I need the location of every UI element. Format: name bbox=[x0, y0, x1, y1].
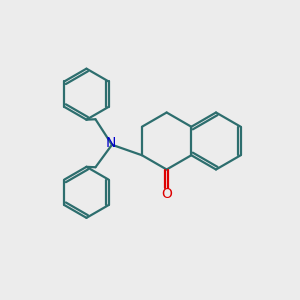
Text: N: N bbox=[105, 136, 116, 150]
Text: O: O bbox=[161, 187, 172, 200]
